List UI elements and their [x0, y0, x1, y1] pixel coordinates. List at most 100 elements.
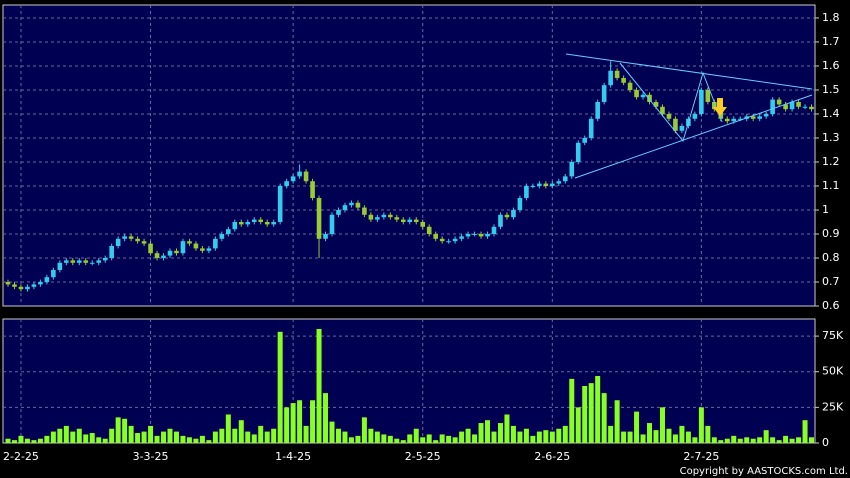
candle-body	[634, 89, 639, 98]
volume-bar	[809, 437, 815, 443]
volume-bar	[161, 431, 167, 443]
volume-bar	[413, 428, 419, 443]
volume-bar	[724, 438, 730, 443]
candle-body	[76, 260, 82, 263]
volume-bar	[562, 425, 568, 443]
volume-bar	[491, 431, 497, 443]
volume-bar	[400, 440, 406, 443]
candle-body	[18, 286, 24, 290]
volume-bar	[70, 431, 76, 443]
candle-body	[556, 181, 562, 184]
volume-bar	[277, 331, 283, 443]
candle-body	[562, 176, 568, 182]
volume-bar	[530, 435, 536, 443]
volume-bar	[102, 438, 108, 443]
candle-body	[569, 161, 575, 177]
volume-bar	[264, 431, 270, 443]
candle-body	[310, 181, 315, 198]
candle-body	[627, 82, 633, 90]
candle-body	[70, 260, 76, 263]
y-tick-label: 1.8	[822, 11, 840, 24]
volume-bar	[342, 431, 348, 443]
volume-bar	[459, 431, 465, 443]
x-tick-label: 1-4-25	[275, 450, 311, 463]
volume-bar	[238, 420, 244, 443]
volume-bar	[737, 438, 743, 443]
candle-body	[517, 197, 523, 210]
volume-bar	[588, 383, 594, 443]
volume-bar	[420, 437, 426, 443]
volume-bar	[485, 420, 491, 443]
volume-bar	[614, 400, 620, 443]
volume-bar	[135, 433, 141, 443]
candle-body	[232, 221, 238, 230]
volume-bar	[770, 437, 776, 443]
volume-bar	[122, 418, 128, 443]
trendlines	[565, 53, 813, 179]
candle-body	[245, 221, 251, 225]
candle-body	[141, 241, 147, 244]
candle-body	[329, 214, 335, 234]
candle-body	[666, 113, 672, 119]
candle-body	[187, 241, 192, 244]
volume-bar	[141, 431, 147, 443]
candle-body	[238, 221, 244, 225]
copyright: Copyright by AASTOCKS.com Ltd.	[680, 466, 848, 477]
volume-bar	[284, 407, 290, 443]
candle-body	[478, 233, 484, 237]
candle-body	[737, 118, 743, 120]
candle-body	[251, 219, 257, 222]
volume-bar	[569, 378, 575, 443]
candle-body	[692, 113, 698, 119]
y-tick-label: 1	[822, 203, 829, 216]
volume-bar	[245, 431, 251, 443]
candle-body	[167, 250, 173, 256]
candle-body	[64, 260, 69, 263]
candle-body	[12, 284, 17, 287]
volume-bar	[634, 411, 640, 443]
volume-bar	[653, 430, 659, 443]
candle-body	[750, 116, 756, 119]
candle-body	[89, 262, 95, 264]
candle-body	[621, 77, 626, 83]
candle-body	[601, 85, 607, 102]
y-tick-label: 0.6	[822, 299, 840, 312]
volume-bar	[497, 423, 503, 443]
candle-body	[5, 281, 11, 285]
volume-bar	[426, 434, 432, 443]
y-tick-label: 1.2	[822, 155, 840, 168]
volume-bar	[407, 434, 413, 443]
volume-bar	[96, 437, 102, 443]
volume-bar	[251, 434, 257, 443]
candle-body	[550, 183, 555, 186]
volume-bar	[582, 385, 588, 443]
volume-bar	[789, 438, 795, 443]
candle-body	[413, 219, 419, 222]
candle-body	[673, 118, 678, 131]
candle-body	[174, 250, 179, 254]
candle-body	[109, 245, 114, 258]
volume-bar	[731, 435, 737, 443]
volume-bar	[783, 435, 789, 443]
candle-body	[452, 238, 458, 242]
candle-body	[44, 277, 50, 282]
volume-bar	[310, 400, 316, 443]
y-tick-label: 1.6	[822, 59, 840, 72]
candle-body	[148, 243, 153, 254]
candle-body	[200, 248, 205, 251]
volume-bar	[640, 434, 646, 443]
zigzag	[619, 62, 723, 143]
volume-bar	[750, 438, 756, 443]
volume-bar	[452, 437, 458, 443]
candle-body	[407, 219, 413, 222]
candle-body	[472, 233, 477, 235]
y-tick-label: 1.3	[822, 131, 840, 144]
candle-body	[323, 233, 328, 239]
candle-body	[446, 241, 451, 243]
volume-bar	[89, 433, 95, 443]
volume-bar	[290, 403, 296, 443]
volume-bar	[335, 428, 341, 443]
trendline	[565, 53, 813, 90]
candle-body	[614, 70, 620, 78]
candle-body	[731, 118, 737, 122]
